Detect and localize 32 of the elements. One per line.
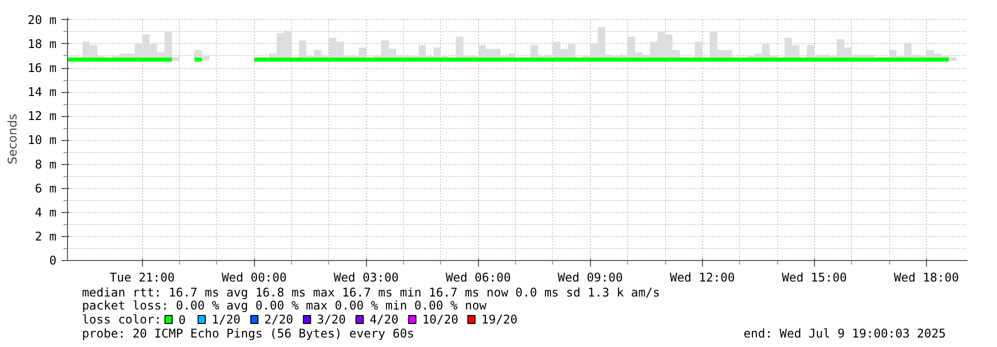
text: packet loss: 0.00 % avg 0.00 % max 0.00 % min 0.00 % now <box>82 298 488 312</box>
legend-label: 4/20 <box>370 312 398 326</box>
x-tick-label: Tue 21:00 <box>110 270 175 284</box>
x-tick-label: Wed 03:00 <box>334 270 399 284</box>
y-tick-label: 2 m <box>34 229 57 244</box>
legend-title: loss color: <box>82 312 162 326</box>
y-tick-label: 14 m <box>28 85 57 100</box>
text: probe: 20 ICMP Echo Pings (56 Bytes) every 60s <box>82 326 414 340</box>
legend-label: 19/20 <box>481 312 518 326</box>
text: end: Wed Jul 9 19:00:03 2025 <box>744 326 946 340</box>
y-tick-label: 12 m <box>28 109 57 124</box>
x-tick-label: Wed 18:00 <box>894 270 959 284</box>
legend-label: 1/20 <box>212 312 241 326</box>
y-tick-label: 18 m <box>28 36 57 51</box>
y-tick-label: 6 m <box>34 181 57 196</box>
x-tick-label: Wed 06:00 <box>446 270 511 284</box>
y-tick-label: 20 m <box>28 12 57 27</box>
y-axis-title: Seconds <box>6 114 20 164</box>
x-tick-label: Wed 15:00 <box>782 270 847 284</box>
x-tick-label: Wed 00:00 <box>222 270 287 284</box>
y-tick-label: 4 m <box>34 205 57 220</box>
legend-label: 0 <box>178 313 186 327</box>
y-tick-label: 0 <box>49 254 57 268</box>
y-tick-label: 16 m <box>28 61 57 76</box>
x-tick-label: Wed 09:00 <box>558 270 623 284</box>
y-tick-label: 8 m <box>34 157 57 172</box>
y-tick-label: 10 m <box>28 133 57 148</box>
legend-label: 2/20 <box>264 312 294 326</box>
legend-label: 3/20 <box>316 312 346 326</box>
x-tick-label: Wed 12:00 <box>670 270 735 284</box>
text: median rtt: 16.7 ms avg 16.8 ms max 16.7 ms min 16.7 ms now 0.0 ms sd 1.3 k am/s <box>82 286 660 300</box>
legend-label: 10/20 <box>422 312 458 326</box>
